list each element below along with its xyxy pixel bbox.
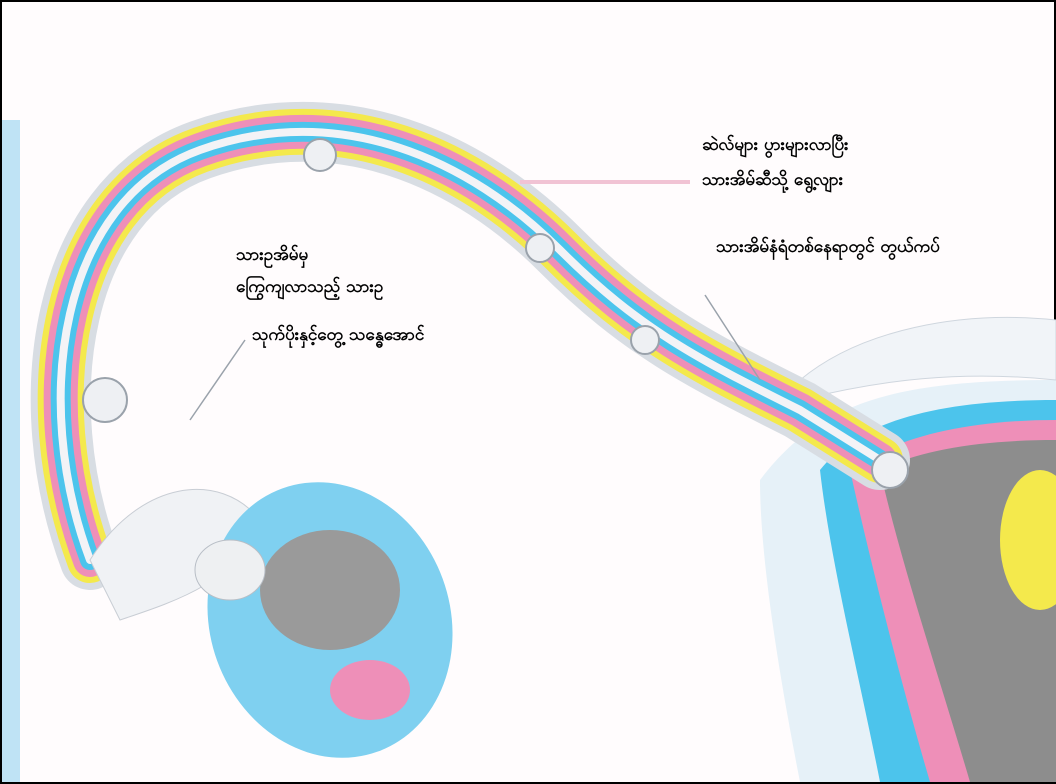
uterus bbox=[760, 317, 1056, 782]
label: ကြွေကျလာသည့် သားဥ bbox=[236, 274, 384, 301]
label: သားဥအိမ်မှ bbox=[235, 244, 308, 269]
label: သားအိမ်ဆီသို့ ရွေ့လျား bbox=[701, 169, 844, 194]
label: သားအိမ်နံရံတစ်နေရာတွင် တွယ်ကပ် bbox=[715, 236, 940, 261]
fallopian-tube bbox=[30, 101, 910, 590]
label: သုက်ပိုးနှင့်တွေ့ သန္ဓေအောင် bbox=[251, 324, 425, 349]
label: ဆဲလ်များ ပွားများလာပြီး bbox=[702, 133, 849, 159]
ovary bbox=[194, 482, 453, 758]
edge-tissue bbox=[2, 120, 20, 782]
pointer-line bbox=[704, 294, 761, 381]
pointer-line bbox=[189, 339, 246, 421]
embryos bbox=[82, 138, 909, 489]
